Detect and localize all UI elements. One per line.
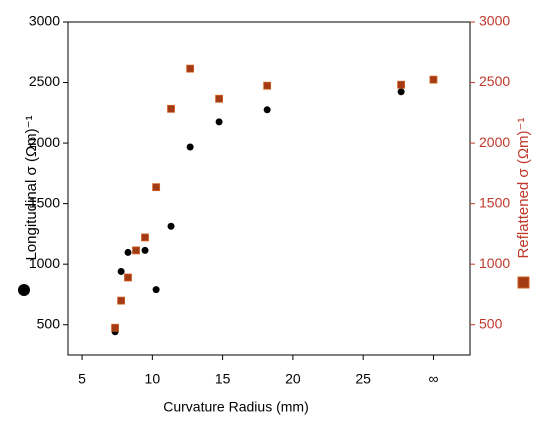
y-tick-label: 3000 [29,13,60,29]
x-tick-label: 5 [78,371,86,387]
point [263,106,271,114]
point [397,80,406,89]
point [152,183,161,192]
legend-marker [18,284,30,296]
point [186,64,195,73]
y-tick-label: 2000 [29,134,60,150]
y2-tick-label: 2500 [479,73,510,89]
y-tick-label: 500 [37,315,61,331]
point [215,118,223,126]
y2-tick-label: 1000 [479,255,510,271]
point [215,94,224,103]
x-tick-label: 25 [355,371,371,387]
point [124,248,132,256]
point [141,233,149,242]
x-tick-label: 20 [285,371,301,387]
x-tick-label: 10 [145,371,161,387]
y2-tick-label: 2000 [479,134,510,150]
x-tick-label: 15 [215,371,231,387]
point [167,222,175,230]
point [429,75,438,84]
y-tick-label: 1500 [29,194,60,210]
point [263,81,272,90]
point [124,273,132,282]
y2-tick-label: 1500 [479,194,510,210]
point [167,104,175,113]
point [111,323,119,332]
point [397,88,405,96]
point [152,286,160,294]
y2-axis-title: Reflattened σ (Ωm)⁻¹ [515,118,532,259]
y-tick-label: 2500 [29,73,60,89]
x-axis-title: Curvature Radius (mm) [163,399,308,415]
point [117,267,125,275]
point [186,143,194,151]
y2-tick-label: 500 [479,315,503,331]
y-tick-label: 1000 [29,255,60,271]
x-tick-label: ∞ [428,371,438,387]
point [132,246,140,255]
point [141,246,149,254]
y-axis-title: Longitudinal σ (Ωm)⁻¹ [23,115,40,260]
plot-frame [67,21,471,356]
legend-marker [517,276,530,289]
point [117,296,126,305]
y2-tick-label: 3000 [479,13,510,29]
